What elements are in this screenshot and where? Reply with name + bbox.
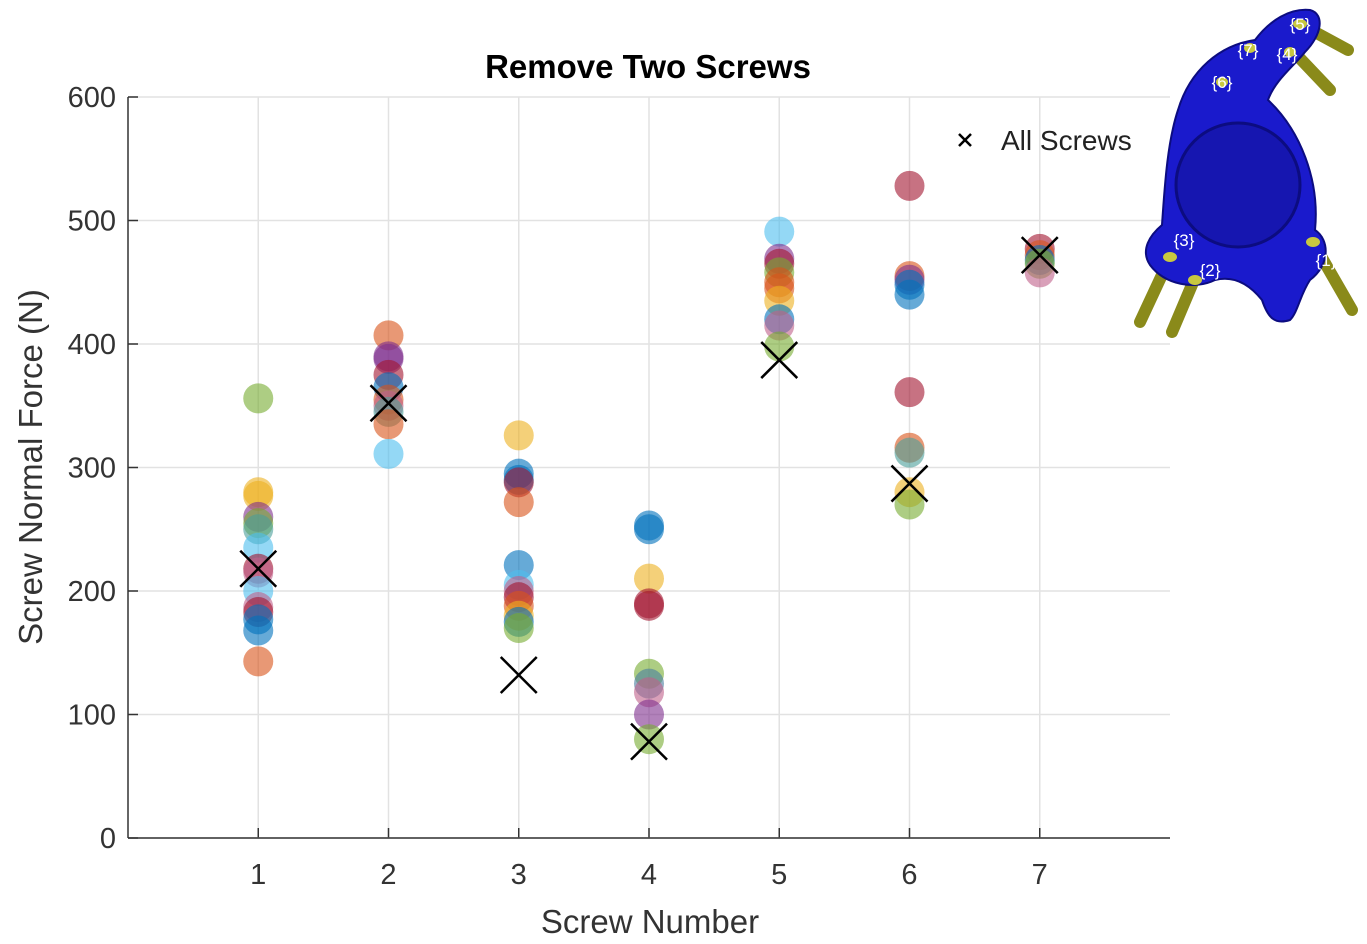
y-tick-label: 500 [68,206,116,238]
scatter-point [1025,257,1055,287]
scatter-point [895,377,925,407]
chart: 1 2 3 4 5 6 7 0 100 200 300 400 500 600 All Screws Rem… [0,0,1367,939]
y-tick-label: 600 [68,82,116,114]
implant-cup [1176,123,1300,247]
scatter-point [504,420,534,450]
y-tick-label: 400 [68,329,116,361]
x-axis-label: Screw Number [541,903,759,939]
legend-label: All Screws [1001,125,1132,156]
x-tick-label: 2 [380,859,396,891]
x-tick-label: 3 [511,859,527,891]
screw-label: {4} [1277,45,1298,64]
y-axis-label: Screw Normal Force (N) [12,289,49,645]
scatter-point [374,439,404,469]
screw-label: {7} [1238,41,1259,60]
scatter-point [895,171,925,201]
x-tick-label: 7 [1032,859,1048,891]
x-tick-label: 1 [250,859,266,891]
scatter-point [764,331,794,361]
x-tick-label: 6 [901,859,917,891]
scatter-point [634,514,664,544]
y-tick-label: 300 [68,453,116,485]
screw-label: {5} [1290,15,1311,34]
y-tick-label: 100 [68,700,116,732]
scatter-point [764,217,794,247]
scatter-point [243,383,273,413]
scatter-point [243,616,273,646]
screw-label: {6} [1212,73,1233,92]
screw-label: {1} [1316,251,1337,270]
scatter-point [895,280,925,310]
y-tick-label: 0 [100,823,116,855]
scatter-point [243,646,273,676]
y-tick-label: 200 [68,576,116,608]
scatter-point [895,438,925,468]
scatter-point [634,591,664,621]
background [0,0,1367,939]
screw-label: {3} [1174,231,1195,250]
x-tick-label: 5 [771,859,787,891]
scatter-point [504,487,534,517]
screw-label: {2} [1200,261,1221,280]
chart-title: Remove Two Screws [485,48,811,85]
x-tick-label: 4 [641,859,657,891]
scatter-point [634,724,664,754]
scatter-point [504,613,534,643]
